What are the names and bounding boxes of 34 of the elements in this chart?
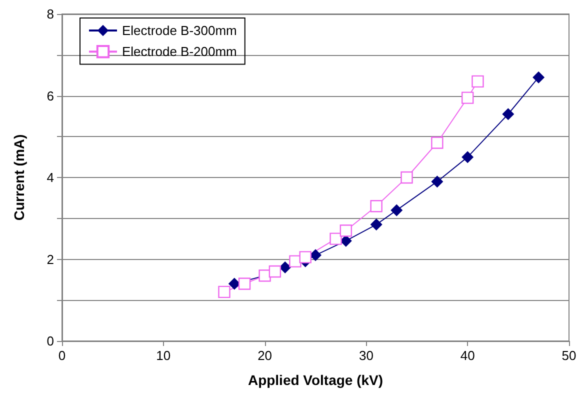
point	[268, 265, 282, 278]
x-tick-label: 30	[358, 348, 374, 363]
point	[431, 136, 444, 149]
point	[400, 171, 413, 184]
x-tick-label: 50	[562, 348, 576, 363]
point	[370, 218, 382, 231]
point	[462, 151, 474, 164]
x-tick-label: 10	[156, 348, 171, 363]
point	[462, 92, 474, 104]
point	[299, 251, 312, 264]
x-tick-label: 20	[258, 348, 272, 363]
point	[532, 71, 545, 84]
y-tick-label: 0	[46, 334, 54, 348]
legend-label: Electrode B-200mm	[122, 44, 237, 60]
point	[390, 204, 403, 216]
point	[370, 200, 382, 212]
point	[330, 232, 342, 245]
point	[218, 286, 230, 298]
point	[310, 249, 322, 262]
y-tick-label: 4	[46, 170, 54, 185]
point	[340, 224, 352, 237]
point	[238, 278, 251, 290]
x-axis-title: Applied Voltage (kV)	[248, 372, 384, 388]
y-tick-label: 6	[46, 88, 54, 104]
y-tick-label: 2	[46, 252, 54, 267]
point	[289, 255, 302, 268]
y-tick-label: 8	[46, 6, 54, 22]
point	[472, 75, 484, 88]
x-tick-label: 0	[58, 348, 66, 363]
x-tick-label: 40	[460, 348, 475, 363]
point	[502, 108, 514, 120]
point	[431, 176, 444, 188]
legend-label: Electrode B-300mm	[122, 23, 237, 38]
y-axis-title: Current (mA)	[11, 134, 27, 221]
